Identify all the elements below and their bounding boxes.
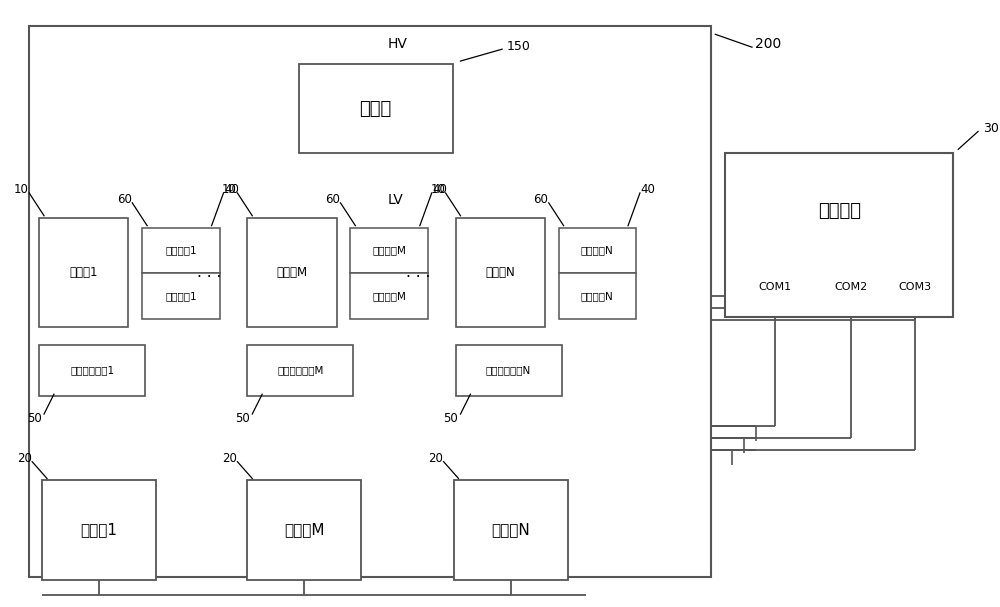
Text: 预断组件1: 预断组件1	[165, 245, 197, 256]
Text: LV: LV	[388, 193, 403, 207]
Text: 预断组件N: 预断组件N	[581, 245, 614, 256]
Text: 60: 60	[533, 194, 548, 206]
Text: 60: 60	[117, 194, 132, 206]
Text: 控制单元: 控制单元	[818, 202, 861, 220]
Bar	[350, 273, 428, 319]
Text: COM3: COM3	[898, 282, 931, 292]
Text: 40: 40	[640, 183, 655, 197]
Bar	[299, 64, 453, 154]
Text: 50: 50	[235, 412, 250, 424]
Text: 50: 50	[443, 412, 458, 424]
Text: COM1: COM1	[759, 282, 792, 292]
Text: 20: 20	[222, 452, 237, 465]
Text: 10: 10	[222, 183, 237, 197]
Bar	[142, 273, 220, 319]
Text: . . .: . . .	[197, 265, 222, 280]
Bar	[247, 345, 353, 396]
Bar	[142, 228, 220, 273]
Text: 50: 50	[27, 412, 41, 424]
Text: HV: HV	[388, 37, 407, 51]
Bar	[559, 273, 636, 319]
Text: 指示单元1: 指示单元1	[165, 291, 197, 301]
Bar	[39, 345, 145, 396]
Text: COM2: COM2	[834, 282, 867, 292]
Bar	[350, 228, 428, 273]
Text: 200: 200	[755, 37, 781, 51]
Text: 熔断器1: 熔断器1	[69, 266, 98, 279]
Bar	[559, 228, 636, 273]
Bar	[247, 218, 337, 327]
Text: 60: 60	[325, 194, 340, 206]
Bar	[456, 218, 545, 327]
Bar	[39, 218, 128, 327]
Text: 150: 150	[507, 39, 531, 53]
Text: 预断组件M: 预断组件M	[372, 245, 406, 256]
Text: . . .: . . .	[406, 265, 430, 280]
Text: 逆变器N: 逆变器N	[491, 523, 530, 538]
Bar	[29, 26, 711, 577]
Text: 20: 20	[17, 452, 32, 465]
Text: 逆变器M: 逆变器M	[284, 523, 325, 538]
Text: 40: 40	[224, 183, 239, 197]
Text: 10: 10	[14, 183, 29, 197]
Bar	[725, 154, 953, 317]
Text: 10: 10	[430, 183, 445, 197]
Text: 电流监测元件1: 电流监测元件1	[70, 365, 114, 375]
Text: 电流监测元件N: 电流监测元件N	[486, 365, 531, 375]
Bar	[454, 481, 568, 580]
Text: 20: 20	[428, 452, 443, 465]
Text: 熔断器N: 熔断器N	[485, 266, 515, 279]
Text: 逆变器1: 逆变器1	[81, 523, 118, 538]
Text: 指示单元N: 指示单元N	[581, 291, 614, 301]
Text: 40: 40	[432, 183, 447, 197]
Text: 变压器: 变压器	[360, 100, 392, 118]
Text: 熔断器M: 熔断器M	[276, 266, 307, 279]
Text: 电流监测元件M: 电流监测元件M	[277, 365, 324, 375]
Bar	[456, 345, 562, 396]
Bar	[247, 481, 361, 580]
Bar	[42, 481, 156, 580]
Text: 指示单元M: 指示单元M	[372, 291, 406, 301]
Text: 30: 30	[983, 122, 999, 135]
